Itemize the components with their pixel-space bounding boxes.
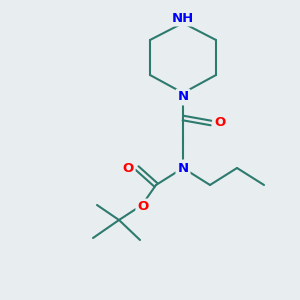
Text: N: N xyxy=(177,161,189,175)
Text: O: O xyxy=(214,116,226,130)
Text: O: O xyxy=(122,161,134,175)
Text: O: O xyxy=(137,200,148,214)
Text: N: N xyxy=(177,91,189,103)
Text: NH: NH xyxy=(172,11,194,25)
